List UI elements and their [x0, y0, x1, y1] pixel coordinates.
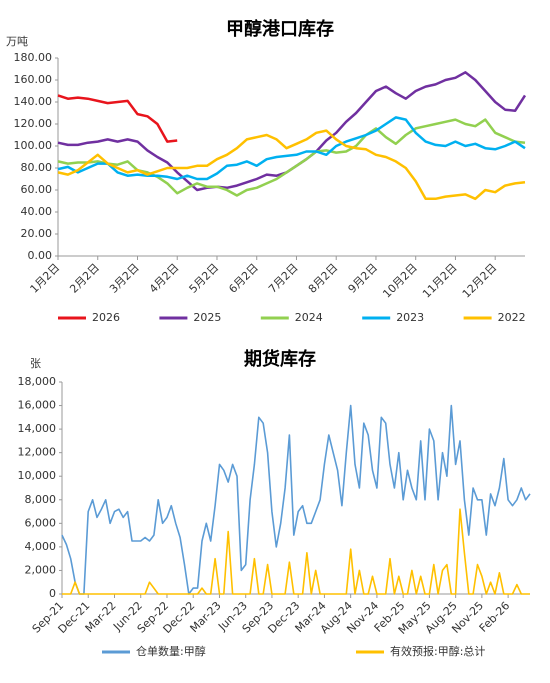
- series-line: [57, 94, 178, 143]
- y-tick-label: 4,000: [25, 540, 57, 553]
- x-tick-label: 7月2日: [266, 261, 301, 296]
- legend-label: 2022: [498, 311, 526, 324]
- y-tick-label: 100.00: [14, 139, 53, 152]
- x-tick-label: 5月2日: [187, 261, 222, 296]
- y-unit: 万吨: [6, 35, 28, 48]
- y-tick-label: 60.00: [21, 183, 53, 196]
- y-tick-label: 2,000: [25, 563, 57, 576]
- y-tick-label: 180.00: [14, 51, 53, 64]
- y-tick-label: 120.00: [14, 117, 53, 130]
- legend-label: 仓单数量:甲醇: [136, 644, 206, 658]
- series-line: [57, 129, 526, 201]
- y-unit: 张: [30, 357, 41, 370]
- x-tick-label: 1月2日: [28, 261, 63, 296]
- y-tick-label: 12,000: [18, 446, 57, 459]
- x-tick-label: 3月2日: [107, 261, 142, 296]
- series-line: [57, 118, 526, 197]
- y-tick-label: 16,000: [18, 399, 57, 412]
- x-tick-label: 4月2日: [147, 261, 182, 296]
- y-tick-label: 10,000: [18, 469, 57, 482]
- chart-title: 甲醇港口库存: [226, 18, 334, 40]
- y-tick-label: 20.00: [21, 227, 53, 240]
- x-tick-label: 10月2日: [380, 261, 420, 301]
- chart-title: 期货库存: [244, 348, 316, 370]
- y-tick-label: 0.00: [28, 249, 53, 262]
- x-tick-label: 2月2日: [67, 261, 102, 296]
- x-tick-label: 8月2日: [306, 261, 341, 296]
- x-tick-label: 6月2日: [226, 261, 261, 296]
- series-line: [62, 508, 530, 595]
- legend-label: 2026: [92, 311, 120, 324]
- x-tick-label: 11月2日: [420, 261, 460, 301]
- y-tick-label: 0: [49, 587, 56, 600]
- series-line: [57, 116, 526, 181]
- y-tick-label: 140.00: [14, 95, 53, 108]
- y-tick-label: 80.00: [21, 161, 53, 174]
- legend-label: 2025: [193, 311, 221, 324]
- series-line: [61, 404, 531, 595]
- legend-label: 2024: [295, 311, 323, 324]
- y-tick-label: 160.00: [14, 73, 53, 86]
- y-tick-label: 8,000: [25, 493, 57, 506]
- x-tick-label: 9月2日: [346, 261, 381, 296]
- y-tick-label: 6,000: [25, 516, 57, 529]
- x-tick-label: 12月2日: [460, 261, 500, 301]
- legend-label: 有效预报:甲醇:总计: [390, 644, 485, 658]
- y-tick-label: 14,000: [18, 422, 57, 435]
- legend-label: 2023: [396, 311, 424, 324]
- y-tick-label: 40.00: [21, 205, 53, 218]
- y-tick-label: 18,000: [18, 375, 57, 388]
